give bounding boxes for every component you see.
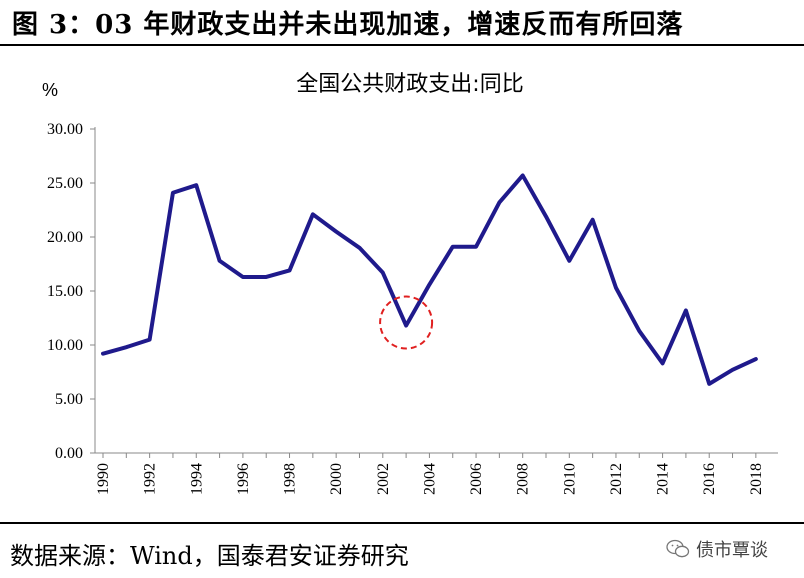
figure-header: 图 3：03 年财政支出并未出现加速，增速反而有所回落 xyxy=(0,0,804,46)
x-tick-label: 2014 xyxy=(655,463,672,495)
bottom-rule xyxy=(0,522,804,524)
x-tick-label: 2016 xyxy=(701,463,718,495)
watermark-text: 债市覃谈 xyxy=(696,540,768,561)
line-chart: 全国公共财政支出:同比% 0.00 5.00 10.00 15.00 20.00 25.00… xyxy=(42,72,778,495)
highlight-circle xyxy=(379,295,434,350)
x-tick-label: 2006 xyxy=(468,463,485,495)
x-tick-label: 2004 xyxy=(421,463,438,495)
x-tick-label: 2010 xyxy=(561,463,578,495)
top-rule xyxy=(0,44,804,46)
y-tick-label: 20.00 xyxy=(47,229,83,246)
y-tick-label: 15.00 xyxy=(47,283,83,300)
x-tick-label: 1996 xyxy=(235,463,252,495)
y-tick-label: 5.00 xyxy=(55,391,83,408)
wechat-watermark: 债市覃谈 xyxy=(666,536,768,562)
x-tick-label: 1992 xyxy=(142,463,159,495)
x-tick-label: 1990 xyxy=(95,463,112,495)
x-tick-label: 2008 xyxy=(515,463,532,495)
x-tick-label: 2002 xyxy=(375,463,392,495)
data-source: 数据来源：Wind，国泰君安证券研究 xyxy=(10,542,409,570)
series-line xyxy=(101,173,758,386)
wechat-icon xyxy=(666,539,690,558)
y-tick-label: 0.00 xyxy=(55,445,83,462)
x-tick-label: 2012 xyxy=(608,463,625,495)
y-axis-unit: % xyxy=(42,80,58,100)
figure-title: 图 3：03 年财政支出并未出现加速，增速反而有所回落 xyxy=(12,10,684,40)
y-tick-label: 25.00 xyxy=(47,175,83,192)
y-tick-label: 10.00 xyxy=(47,337,83,354)
x-tick-label: 2018 xyxy=(748,463,765,495)
y-tick-label: 30.00 xyxy=(47,121,83,138)
x-tick-label: 2000 xyxy=(328,463,345,495)
x-tick-label: 1994 xyxy=(188,463,205,495)
chart-title: 全国公共财政支出:同比 xyxy=(296,72,523,97)
x-tick-label: 1998 xyxy=(282,463,299,495)
